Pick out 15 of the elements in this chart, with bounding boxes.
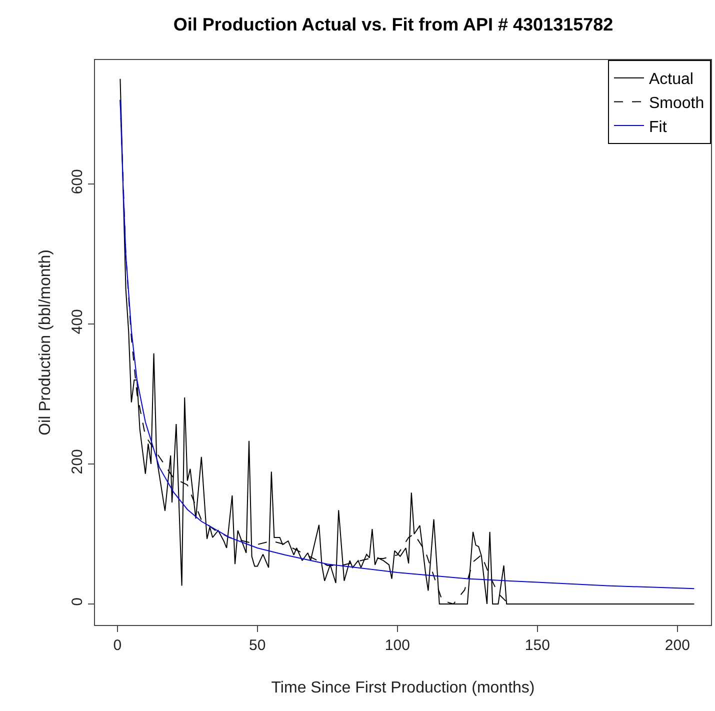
y-tick-label: 400 xyxy=(69,309,86,334)
y-tick-label: 200 xyxy=(69,449,86,474)
legend-label: Fit xyxy=(649,118,668,136)
x-tick-label: 50 xyxy=(249,637,266,654)
x-axis-title: Time Since First Production (months) xyxy=(271,680,535,697)
legend-label: Smooth xyxy=(649,94,704,112)
y-axis-title: Oil Production (bbl/month) xyxy=(36,250,54,436)
y-tick-label: 600 xyxy=(69,169,86,194)
x-tick-label: 200 xyxy=(664,637,690,654)
chart-title: Oil Production Actual vs. Fit from API # 4301315782 xyxy=(173,14,614,34)
x-tick-label: 150 xyxy=(524,637,550,654)
x-tick-label: 0 xyxy=(113,637,122,654)
legend-label: Actual xyxy=(649,71,694,88)
x-tick-label: 100 xyxy=(384,637,410,654)
y-tick-label: 0 xyxy=(69,598,86,606)
